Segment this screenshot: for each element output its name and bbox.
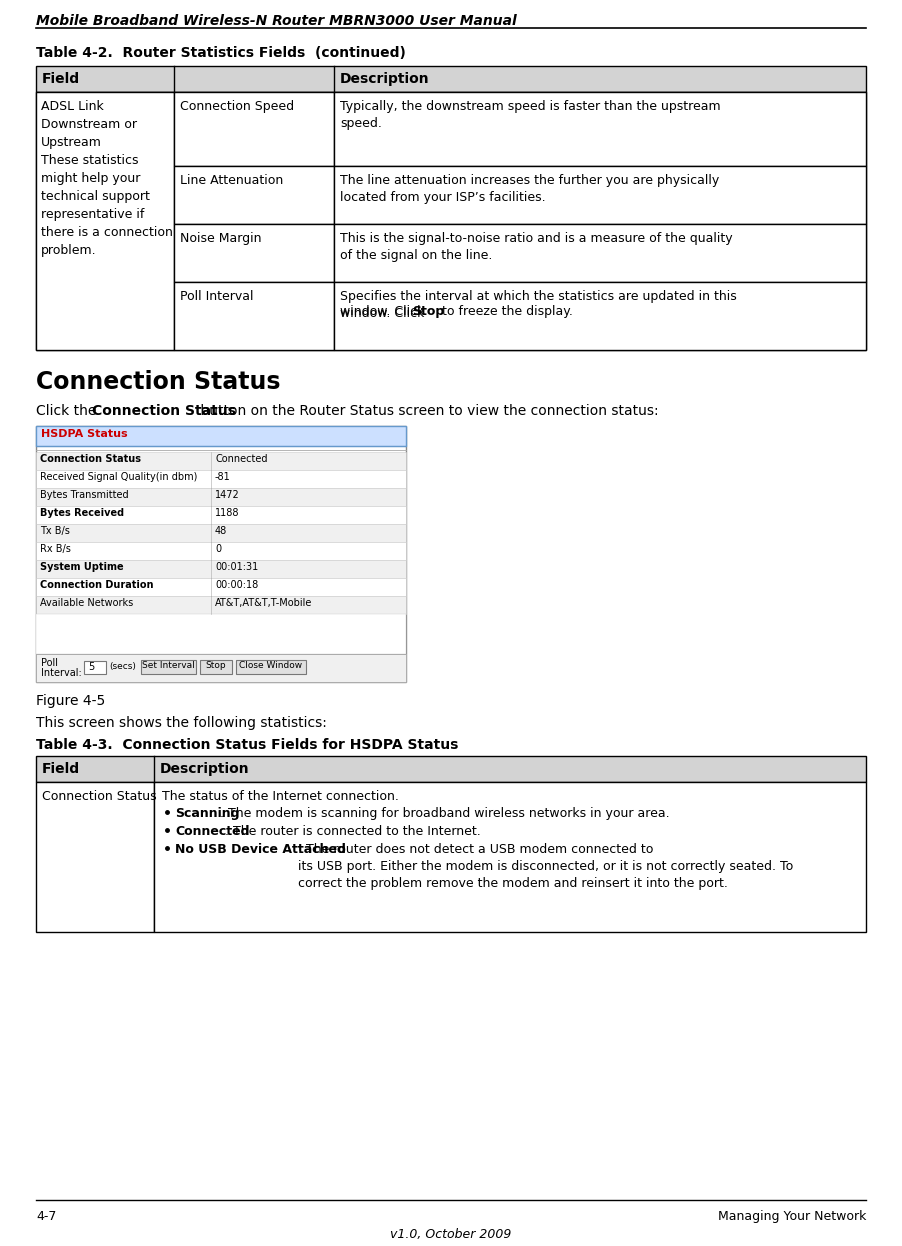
- Text: Noise Margin: Noise Margin: [180, 232, 262, 245]
- Bar: [174, 224, 334, 282]
- Bar: [36, 654, 406, 682]
- Text: Connection Status: Connection Status: [40, 454, 141, 464]
- Bar: [36, 92, 866, 350]
- Text: Poll Interval: Poll Interval: [180, 290, 253, 303]
- Bar: [174, 92, 334, 166]
- Text: v1.0, October 2009: v1.0, October 2009: [391, 1229, 511, 1241]
- Text: Bytes Transmitted: Bytes Transmitted: [40, 490, 129, 500]
- Text: 1472: 1472: [215, 490, 240, 500]
- Bar: [141, 660, 196, 674]
- Bar: [36, 470, 406, 488]
- Text: Tx B/s: Tx B/s: [40, 526, 69, 536]
- Text: Stop: Stop: [412, 305, 445, 318]
- Bar: [236, 660, 306, 674]
- Bar: [36, 488, 406, 506]
- Bar: [36, 426, 406, 446]
- Text: Close Window: Close Window: [239, 660, 302, 670]
- Text: 4-7: 4-7: [36, 1210, 56, 1224]
- Text: The line attenuation increases the further you are physically
located from your : The line attenuation increases the furth…: [340, 174, 719, 204]
- Bar: [36, 426, 406, 682]
- Text: . The modem is scanning for broadband wireless networks in your area.: . The modem is scanning for broadband wi…: [220, 807, 669, 820]
- Bar: [36, 578, 406, 596]
- Text: Rx B/s: Rx B/s: [40, 545, 71, 554]
- Text: 5: 5: [88, 662, 94, 672]
- Text: Table 4-2.  Router Statistics Fields  (continued): Table 4-2. Router Statistics Fields (con…: [36, 46, 406, 60]
- Text: Interval:: Interval:: [41, 668, 82, 678]
- Text: 1188: 1188: [215, 508, 240, 518]
- Text: Click the: Click the: [36, 404, 101, 417]
- Text: window. Click: window. Click: [340, 305, 428, 318]
- Bar: [36, 525, 406, 542]
- Bar: [36, 452, 406, 470]
- Text: (secs): (secs): [109, 662, 136, 672]
- Text: 48: 48: [215, 526, 227, 536]
- Text: Connected: Connected: [175, 825, 250, 839]
- Text: Specifies the interval at which the statistics are updated in this
window. Click: Specifies the interval at which the stat…: [340, 290, 737, 320]
- Text: Managing Your Network: Managing Your Network: [718, 1210, 866, 1224]
- Text: AT&T,AT&T,T-Mobile: AT&T,AT&T,T-Mobile: [215, 598, 312, 608]
- Text: Line Attenuation: Line Attenuation: [180, 174, 283, 187]
- Text: Connection Status: Connection Status: [91, 404, 235, 417]
- Text: Stop: Stop: [206, 660, 226, 670]
- Text: The status of the Internet connection.: The status of the Internet connection.: [162, 790, 399, 802]
- Text: No USB Device Attached: No USB Device Attached: [175, 844, 345, 856]
- Text: . The router is connected to the Internet.: . The router is connected to the Interne…: [226, 825, 481, 839]
- Text: This is the signal-to-noise ratio and is a measure of the quality
of the signal : This is the signal-to-noise ratio and is…: [340, 232, 732, 262]
- Text: Description: Description: [160, 763, 250, 776]
- Bar: [36, 66, 866, 92]
- Text: Connection Duration: Connection Duration: [40, 579, 153, 591]
- Text: Received Signal Quality(in dbm): Received Signal Quality(in dbm): [40, 472, 198, 482]
- Text: . The router does not detect a USB modem connected to
its USB port. Either the m: . The router does not detect a USB modem…: [299, 844, 794, 890]
- Text: -81: -81: [215, 472, 231, 482]
- Text: Field: Field: [42, 763, 80, 776]
- Text: Table 4-3.  Connection Status Fields for HSDPA Status: Table 4-3. Connection Status Fields for …: [36, 738, 458, 753]
- Text: HSDPA Status: HSDPA Status: [41, 429, 127, 439]
- Bar: [174, 282, 334, 350]
- Text: Mobile Broadband Wireless-N Router MBRN3000 User Manual: Mobile Broadband Wireless-N Router MBRN3…: [36, 14, 517, 27]
- Text: Figure 4-5: Figure 4-5: [36, 694, 106, 708]
- Text: This screen shows the following statistics:: This screen shows the following statisti…: [36, 716, 327, 730]
- Text: to freeze the display.: to freeze the display.: [438, 305, 573, 318]
- Bar: [174, 166, 334, 224]
- Bar: [334, 282, 866, 350]
- Bar: [84, 660, 106, 674]
- Bar: [36, 596, 406, 614]
- Text: Description: Description: [340, 72, 429, 86]
- Text: Connection Speed: Connection Speed: [180, 100, 294, 113]
- Bar: [334, 92, 866, 166]
- Text: Connection Status: Connection Status: [36, 370, 281, 394]
- Text: Available Networks: Available Networks: [40, 598, 133, 608]
- Text: Poll: Poll: [41, 658, 58, 668]
- Bar: [154, 782, 866, 932]
- Bar: [36, 559, 406, 578]
- Bar: [36, 756, 866, 782]
- Text: 00:01:31: 00:01:31: [215, 562, 258, 572]
- Text: Set Interval: Set Interval: [142, 660, 194, 670]
- Bar: [200, 660, 232, 674]
- Text: Connected: Connected: [215, 454, 268, 464]
- Bar: [334, 224, 866, 282]
- Bar: [36, 506, 406, 525]
- Text: 00:00:18: 00:00:18: [215, 579, 258, 591]
- Text: Bytes Received: Bytes Received: [40, 508, 124, 518]
- Text: button on the Router Status screen to view the connection status:: button on the Router Status screen to vi…: [196, 404, 658, 417]
- Text: Connection Status: Connection Status: [42, 790, 157, 802]
- Text: Scanning: Scanning: [175, 807, 240, 820]
- Text: Typically, the downstream speed is faster than the upstream
speed.: Typically, the downstream speed is faste…: [340, 100, 721, 130]
- Text: ADSL Link
Downstream or
Upstream
These statistics
might help your
technical supp: ADSL Link Downstream or Upstream These s…: [41, 100, 173, 257]
- Bar: [36, 92, 174, 350]
- Bar: [36, 542, 406, 559]
- Bar: [36, 782, 154, 932]
- Bar: [36, 614, 406, 654]
- Text: 0: 0: [215, 545, 221, 554]
- Text: Field: Field: [42, 72, 80, 86]
- Bar: [334, 166, 866, 224]
- Text: System Uptime: System Uptime: [40, 562, 124, 572]
